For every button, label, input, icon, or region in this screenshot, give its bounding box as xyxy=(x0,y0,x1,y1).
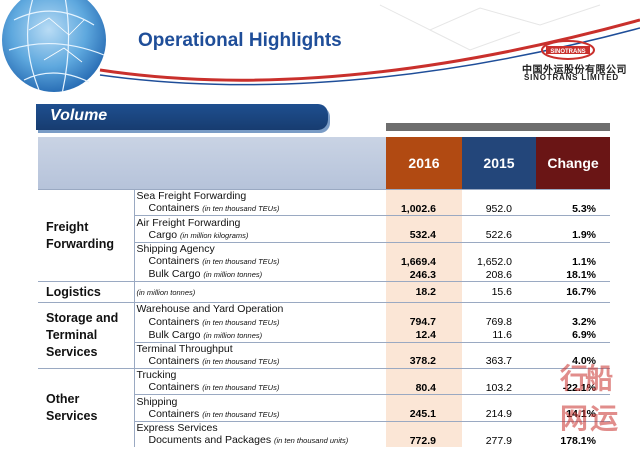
table-row: Cargo (in million kilograms) 532.4 522.6… xyxy=(38,228,610,243)
value-2015: 11.6 xyxy=(492,329,512,342)
value-2015: 277.9 xyxy=(485,434,512,447)
table-row: Bulk Cargo (in million tonnes) 246.3 208… xyxy=(38,268,610,282)
table-row: Containers (in ten thousand TEUs) 794.7 … xyxy=(38,315,610,329)
table-row: Bulk Cargo (in million tonnes) 12.4 11.6… xyxy=(38,328,610,343)
header-accent-bar xyxy=(386,123,610,131)
row-label: Cargo (in million kilograms) xyxy=(133,228,386,243)
value-2016: 18.2 xyxy=(386,281,462,303)
sinotrans-logo: SINOTRANS xyxy=(541,40,595,60)
row-label: Air Freight Forwarding xyxy=(133,215,386,229)
row-label: Shipping Agency xyxy=(133,241,386,256)
value-change: 1.1% xyxy=(572,255,596,268)
table-row: Containers (in ten thousand TEUs) 1,002.… xyxy=(38,202,610,216)
section-banner: Volume xyxy=(36,104,328,130)
value-2016: 1,002.6 xyxy=(386,202,462,216)
category-logistics: Logistics xyxy=(38,281,134,303)
value-2015: 363.7 xyxy=(485,355,512,368)
row-label: Containers (in ten thousand TEUs) xyxy=(133,202,386,216)
value-2016: 532.4 xyxy=(386,228,462,243)
category-freight-forwarding: Freight Forwarding xyxy=(38,188,134,282)
value-2015: 103.2 xyxy=(485,381,512,394)
row-label: Containers (in ten thousand TEUs) xyxy=(133,407,386,422)
header-blank-cell xyxy=(38,137,386,190)
table-row: Logistics (in million tonnes) 18.2 15.6 … xyxy=(38,281,610,303)
value-2015: 522.6 xyxy=(485,229,512,242)
row-label: Bulk Cargo (in million tonnes) xyxy=(133,268,386,282)
category-storage-terminal: Storage and Terminal Services xyxy=(38,302,134,369)
value-2016: 794.7 xyxy=(386,315,462,329)
value-2015: 952.0 xyxy=(485,202,512,215)
table-row: Documents and Packages (in ten thousand … xyxy=(38,434,610,448)
value-2015: 15.6 xyxy=(462,281,536,303)
section-title: Volume xyxy=(50,107,108,124)
value-2016: 772.9 xyxy=(386,434,462,448)
svg-text:行船 网运: 行船 网运 xyxy=(559,362,623,435)
table-row: Other Services Trucking xyxy=(38,367,610,448)
volume-table: 2016 2015 Change Freight Forwarding Sea F… xyxy=(38,137,610,448)
row-label: Terminal Throughput xyxy=(133,341,386,355)
table-row: Terminal Throughput xyxy=(38,341,610,355)
value-change: 5.3% xyxy=(572,202,596,215)
table-row: Containers (in ten thousand TEUs) 80.4 1… xyxy=(38,381,610,395)
category-other-services: Other Services xyxy=(38,367,134,448)
row-label: Containers (in ten thousand TEUs) xyxy=(133,255,386,269)
value-2015: 1,652.0 xyxy=(476,255,512,268)
slide-header: Operational Highlights SINOTRANS 中国外运股份有… xyxy=(0,0,640,92)
value-2016: 12.4 xyxy=(386,328,462,343)
value-2015: 208.6 xyxy=(485,268,512,281)
company-name-en: SINOTRANS LIMITED xyxy=(524,73,619,82)
table-row: Freight Forwarding Sea Freight Forwarding xyxy=(38,188,610,282)
value-change: 1.9% xyxy=(572,229,596,242)
row-label: Warehouse and Yard Operation xyxy=(133,302,386,316)
value-change: -22.1% xyxy=(562,381,596,394)
company-name-cn: 中国外运股份有限公司 xyxy=(522,65,627,76)
value-change: 16.7% xyxy=(536,281,610,303)
row-label: Trucking xyxy=(133,367,386,382)
row-label: Bulk Cargo (in million tonnes) xyxy=(133,328,386,343)
watermark-stamp: 行船 网运 xyxy=(559,362,623,435)
table-row: Containers (in ten thousand TEUs) 1,669.… xyxy=(38,255,610,269)
row-label: Containers (in ten thousand TEUs) xyxy=(133,354,386,369)
table-row: Containers (in ten thousand TEUs) 245.1 … xyxy=(38,407,610,422)
page-title: Operational Highlights xyxy=(138,30,342,51)
value-2015: 214.9 xyxy=(485,408,512,421)
table-row: Storage and Terminal Services Warehouse an… xyxy=(38,302,610,369)
col-header-2015: 2015 xyxy=(462,137,536,190)
value-change: 18.1% xyxy=(566,268,596,281)
value-2016: 245.1 xyxy=(386,407,462,422)
table-row: Express Services xyxy=(38,420,610,435)
row-label: Express Services xyxy=(133,420,386,435)
row-label: Sea Freight Forwarding xyxy=(133,189,386,203)
col-header-change: Change xyxy=(536,137,610,190)
row-label: Shipping xyxy=(133,394,386,408)
value-2015: 769.8 xyxy=(485,316,512,329)
row-label: Containers (in ten thousand TEUs) xyxy=(133,381,386,395)
table-row: Shipping Agency xyxy=(38,241,610,256)
value-change: 14.1% xyxy=(566,408,596,421)
table-row: Air Freight Forwarding xyxy=(38,215,610,229)
value-change: 178.1% xyxy=(560,434,596,447)
table-row: Containers (in ten thousand TEUs) 378.2 … xyxy=(38,354,610,369)
value-change: 3.2% xyxy=(572,316,596,329)
table-row: Shipping xyxy=(38,394,610,408)
row-label: Documents and Packages (in ten thousand … xyxy=(133,434,386,448)
value-change: 4.0% xyxy=(572,355,596,368)
logo-text: SINOTRANS xyxy=(550,49,585,55)
value-2016: 378.2 xyxy=(386,354,462,369)
col-header-2016: 2016 xyxy=(386,137,462,190)
row-label: Containers (in ten thousand TEUs) xyxy=(133,315,386,329)
table-header-row: 2016 2015 Change xyxy=(38,137,610,190)
value-2016: 1,669.4 xyxy=(386,255,462,269)
value-change: 6.9% xyxy=(572,329,596,342)
row-label: (in million tonnes) xyxy=(133,281,386,303)
globe-network-icon xyxy=(2,0,106,92)
value-2016: 246.3 xyxy=(386,268,462,282)
value-2016: 80.4 xyxy=(386,381,462,395)
